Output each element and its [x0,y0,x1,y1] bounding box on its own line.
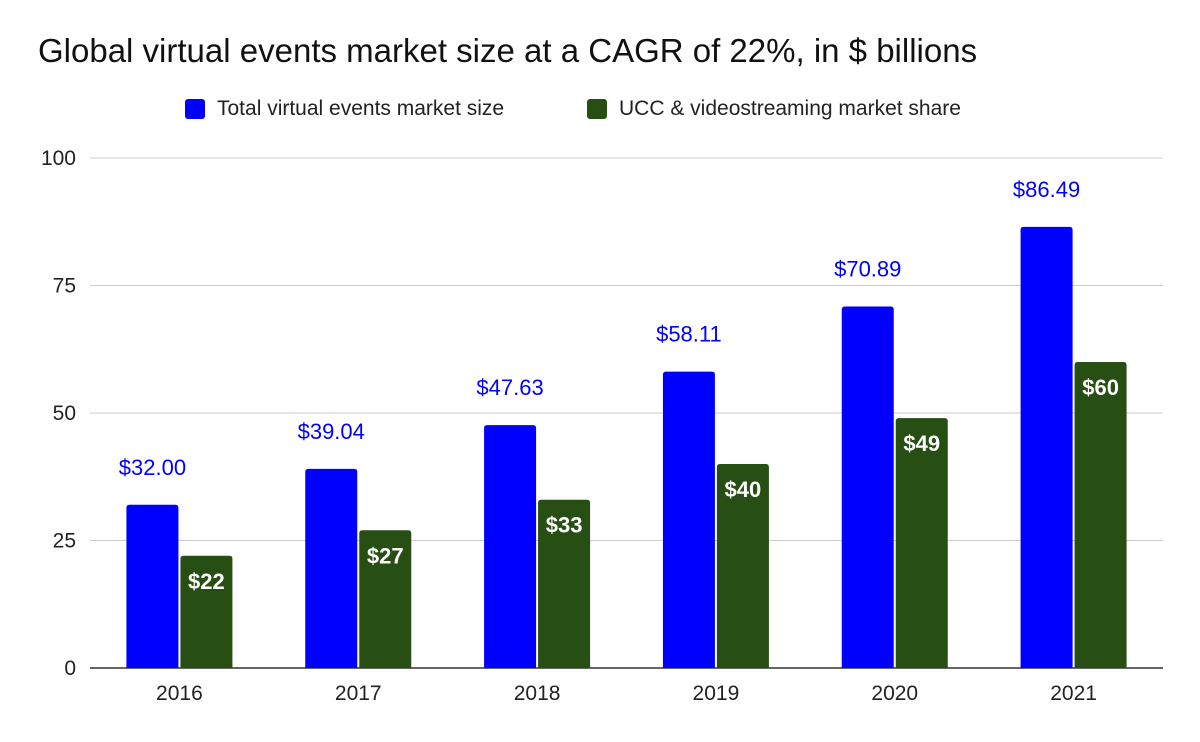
legend-item-share[interactable]: UCC & videostreaming market share [587,94,961,124]
data-label-share: $22 [188,569,225,594]
bar-share-2017[interactable] [359,530,412,668]
legend-label-total: Total virtual events market size [217,97,505,120]
bar-share-2020[interactable] [895,418,948,668]
data-label-total: $86.49 [1013,177,1080,202]
bar-total-2021[interactable] [1020,226,1073,668]
y-tick-label: 100 [41,147,76,170]
legend-label-share: UCC & videostreaming market share [619,97,961,120]
bar-share-2016[interactable] [180,555,233,668]
legend-item-total[interactable]: Total virtual events market size [185,94,504,124]
bar-total-2016[interactable] [126,504,179,668]
x-tick-label: 2017 [335,682,382,705]
bar-share-2018[interactable] [538,499,591,668]
data-label-total: $70.89 [834,256,901,281]
data-label-total: $32.00 [119,455,186,480]
data-label-share: $40 [725,477,762,502]
bar-total-2019[interactable] [662,371,715,668]
y-tick-label: 50 [53,402,76,425]
data-label-total: $47.63 [476,375,543,400]
legend-swatch-share [587,99,607,119]
chart-title: Global virtual events market size at a C… [38,32,978,69]
data-label-total: $58.11 [656,322,722,347]
bar-share-2021[interactable] [1074,362,1127,668]
x-tick-label: 2018 [514,682,561,705]
legend-swatch-total [185,99,205,119]
data-label-share: $33 [546,513,583,538]
y-tick-label: 75 [53,275,76,298]
data-label-share: $27 [367,543,404,568]
x-tick-label: 2020 [871,682,918,705]
bar-share-2019[interactable] [716,464,769,668]
data-label-total: $39.04 [298,419,365,444]
x-tick-label: 2019 [693,682,740,705]
x-tick-label: 2021 [1050,682,1097,705]
y-tick-label: 0 [64,657,76,680]
data-label-share: $49 [903,431,940,456]
data-label-share: $60 [1082,375,1119,400]
bar-total-2020[interactable] [841,306,894,668]
legend: Total virtual events market size UCC & v… [0,94,1200,124]
bar-total-2017[interactable] [305,468,358,668]
x-tick-label: 2016 [156,682,203,705]
bar-total-2018[interactable] [484,425,537,668]
y-tick-label: 25 [53,530,76,553]
